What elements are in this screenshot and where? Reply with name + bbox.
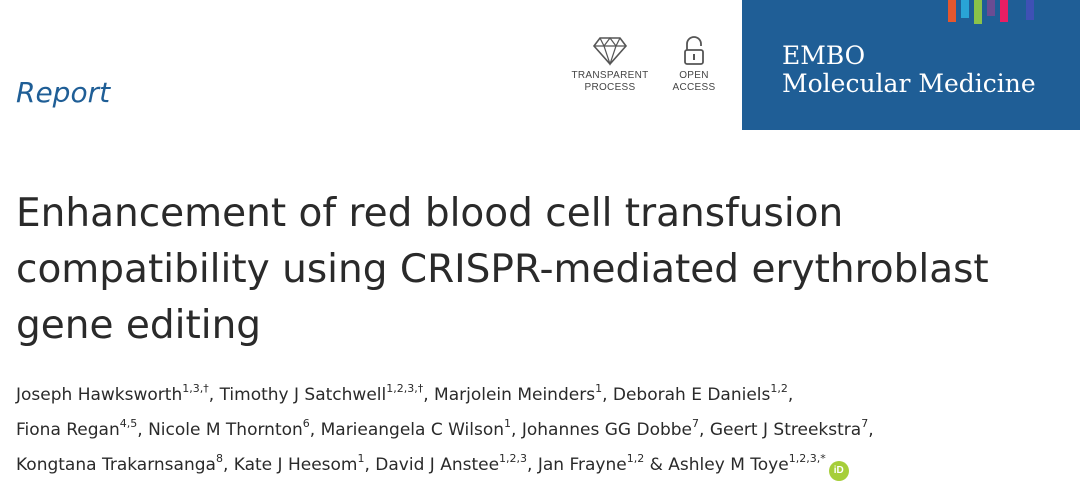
author-line-2: Fiona Regan4,5, Nicole M Thornton6, Mari…	[16, 413, 1076, 448]
author-line-3: Kongtana Trakarnsanga8, Kate J Heesom1, …	[16, 448, 1076, 483]
author-affiliation: 4,5	[119, 417, 138, 430]
author-name[interactable]: Jan Frayne	[537, 455, 627, 475]
journal-stripe	[1000, 0, 1008, 22]
author-separator: ,	[423, 385, 435, 405]
article-title: Enhancement of red blood cell transfusio…	[16, 186, 1076, 354]
author-name[interactable]: David J Anstee	[375, 455, 500, 475]
author-affiliation: 7	[861, 417, 869, 430]
author-separator: &	[644, 455, 669, 475]
author-name[interactable]: Geert J Streekstra	[709, 420, 862, 440]
article-type-label: Report	[16, 76, 111, 109]
author-separator: ,	[137, 420, 149, 440]
author-affiliation: 6	[302, 417, 310, 430]
author-separator: ,	[364, 455, 376, 475]
author-list: Joseph Hawksworth1,3,†, Timothy J Satchw…	[16, 378, 1076, 483]
open-lock-icon	[684, 36, 704, 65]
author-separator: ,	[208, 385, 220, 405]
author-separator: ,	[309, 420, 321, 440]
author-affiliation: 8	[215, 452, 223, 465]
open-access-badge[interactable]: OPEN ACCESS	[654, 36, 734, 94]
journal-stripe	[987, 0, 995, 16]
journal-stripe	[1013, 0, 1021, 14]
journal-logo[interactable]: EMBO Molecular Medicine	[742, 0, 1080, 130]
author-separator: ,	[602, 385, 613, 405]
author-name[interactable]: Marieangela C Wilson	[320, 420, 505, 440]
author-name[interactable]: Ashley M Toye	[668, 455, 789, 475]
author-affiliation: 1	[357, 452, 365, 465]
author-separator: ,	[868, 420, 874, 440]
orcid-icon[interactable]: iD	[828, 461, 849, 481]
author-affiliation: 7	[692, 417, 700, 430]
author-affiliation: 1,2,3	[499, 452, 528, 465]
badge-line-2: ACCESS	[672, 82, 716, 93]
journal-stripe	[961, 0, 969, 18]
transparent-process-badge[interactable]: TRANSPARENT PROCESS	[570, 36, 650, 94]
journal-stripe	[1026, 0, 1034, 20]
diamond-icon	[592, 37, 628, 66]
badge-line-1: TRANSPARENT	[571, 70, 649, 81]
badge-line-1: OPEN	[679, 70, 709, 81]
journal-name-line-2: Molecular Medicine	[782, 69, 1036, 98]
author-affiliation: 1,2,3,*	[788, 452, 826, 465]
author-affiliation: 1	[595, 382, 603, 395]
author-name[interactable]: Deborah E Daniels	[612, 385, 771, 405]
author-separator: ,	[699, 420, 710, 440]
author-line-1: Joseph Hawksworth1,3,†, Timothy J Satchw…	[16, 378, 1076, 413]
author-affiliation: 1,2,3,†	[386, 382, 424, 395]
author-separator: ,	[511, 420, 522, 440]
badge-line-2: PROCESS	[584, 82, 636, 93]
author-affiliation: 1,3,†	[182, 382, 209, 395]
author-name[interactable]: Timothy J Satchwell	[219, 385, 387, 405]
author-name[interactable]: Fiona Regan	[16, 420, 120, 440]
title-line-3: gene editing	[16, 303, 262, 348]
journal-name: EMBO Molecular Medicine	[782, 42, 1036, 98]
author-name[interactable]: Kongtana Trakarnsanga	[16, 455, 216, 475]
journal-stripe	[948, 0, 956, 22]
author-affiliation: 1	[504, 417, 512, 430]
title-line-1: Enhancement of red blood cell transfusio…	[16, 191, 844, 236]
journal-stripe	[974, 0, 982, 24]
author-separator: ,	[787, 385, 794, 405]
author-name[interactable]: Nicole M Thornton	[148, 420, 303, 440]
journal-name-line-1: EMBO	[782, 41, 866, 70]
title-line-2: compatibility using CRISPR-mediated eryt…	[16, 247, 989, 292]
author-name[interactable]: Joseph Hawksworth	[16, 385, 183, 405]
author-name[interactable]: Marjolein Meinders	[434, 385, 596, 405]
author-affiliation: 1,2	[626, 452, 645, 465]
author-separator: ,	[527, 455, 538, 475]
author-name[interactable]: Kate J Heesom	[233, 455, 358, 475]
author-name[interactable]: Johannes GG Dobbe	[521, 420, 693, 440]
author-separator: ,	[222, 455, 234, 475]
author-affiliation: 1,2	[770, 382, 788, 395]
